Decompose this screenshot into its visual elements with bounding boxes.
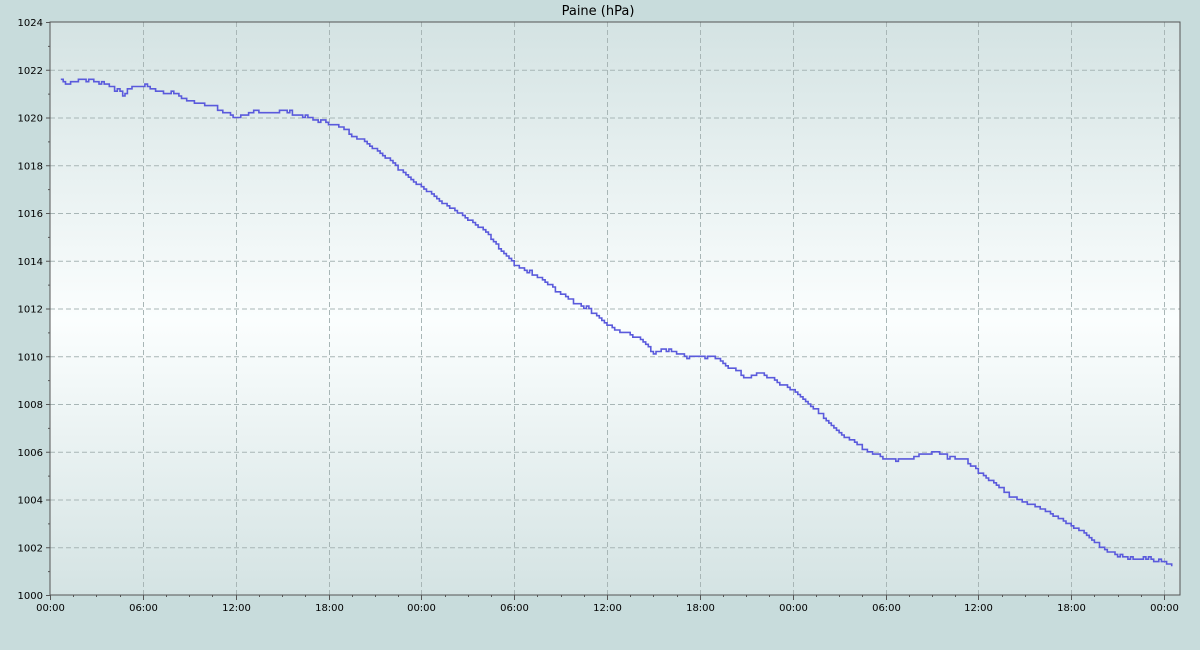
y-tick-label: 1010 [18,352,43,363]
x-tick-label: 06:00 [500,603,529,614]
y-tick-label: 1006 [18,448,43,459]
x-tick-label: 00:00 [779,603,808,614]
x-tick-label: 00:00 [36,603,65,614]
y-tick-label: 1000 [18,591,43,602]
x-tick-label: 18:00 [1057,603,1086,614]
y-tick-label: 1020 [18,114,43,125]
axes: 1000 1002 1004 1006 1008 1010 1012 1014 1016 1018… [18,18,1179,614]
y-tick-label: 1022 [18,66,43,77]
y-tick-label: 1016 [18,209,43,220]
series-line-pressure [60,78,1173,567]
y-tick-label: 1014 [18,257,43,268]
chart-title: Paine (hPa) [562,4,635,19]
x-tick-label: 18:00 [686,603,715,614]
x-tick-label: 18:00 [315,603,344,614]
grid-lines [50,22,1180,595]
y-tick-label: 1008 [18,400,43,411]
x-tick-label: 06:00 [872,603,901,614]
x-tick-label: 00:00 [1150,603,1179,614]
y-tick-label: 1012 [18,305,43,316]
y-tick-label: 1018 [18,161,43,172]
y-tick-label: 1004 [18,496,43,507]
y-tick-label: 1002 [18,543,43,554]
x-tick-label: 12:00 [222,603,251,614]
x-tick-label: 12:00 [964,603,993,614]
y-tick-label: 1024 [18,18,43,29]
x-tick-label: 12:00 [593,603,622,614]
x-tick-label: 00:00 [407,603,436,614]
x-tick-label: 06:00 [129,603,158,614]
series-layer [60,78,1173,567]
